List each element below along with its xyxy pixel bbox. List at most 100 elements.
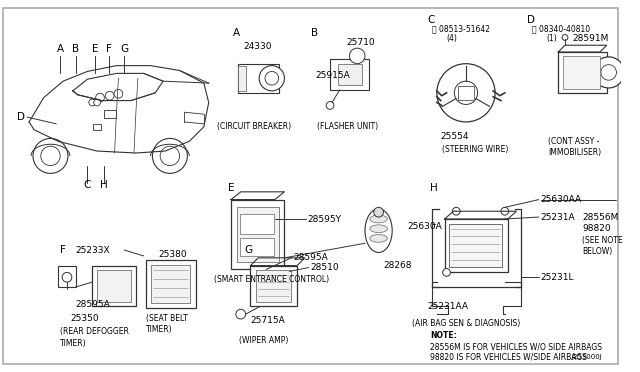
Text: D: D	[527, 15, 535, 25]
Text: B: B	[72, 44, 79, 54]
Bar	[558, 52, 607, 93]
Text: E: E	[228, 183, 235, 193]
Bar	[256, 270, 291, 302]
Bar	[238, 65, 246, 91]
Circle shape	[374, 207, 383, 217]
Circle shape	[454, 81, 477, 105]
Bar	[330, 59, 369, 90]
Bar	[445, 219, 508, 272]
Ellipse shape	[365, 209, 392, 253]
Text: Ⓢ 08340-40810: Ⓢ 08340-40810	[532, 24, 590, 33]
Text: 28595Y: 28595Y	[308, 215, 342, 224]
Circle shape	[236, 309, 246, 319]
Text: TIMER): TIMER)	[60, 339, 87, 348]
Text: 28556M IS FOR VEHICLES W/O SIDE AIRBAGS: 28556M IS FOR VEHICLES W/O SIDE AIRBAGS	[430, 343, 602, 352]
Bar	[92, 266, 136, 307]
Text: 25233X: 25233X	[76, 246, 110, 254]
Circle shape	[349, 48, 365, 64]
Bar	[58, 266, 76, 287]
Circle shape	[501, 207, 509, 215]
Text: 28268: 28268	[383, 261, 412, 270]
Text: 28510: 28510	[310, 263, 339, 272]
Text: 98820: 98820	[582, 224, 611, 233]
Bar	[146, 260, 196, 308]
Circle shape	[93, 99, 100, 106]
Text: 28595A: 28595A	[76, 300, 111, 309]
Text: (REAR DEFOGGER: (REAR DEFOGGER	[60, 327, 129, 336]
Bar	[97, 270, 131, 302]
Text: (STEERING WIRE): (STEERING WIRE)	[442, 145, 508, 154]
Bar	[104, 110, 116, 118]
Text: 24330: 24330	[243, 42, 271, 51]
Text: 25231L: 25231L	[541, 273, 574, 282]
Text: 98820 IS FOR VEHICLES W/SIDE AIRBAGS: 98820 IS FOR VEHICLES W/SIDE AIRBAGS	[430, 352, 587, 361]
Circle shape	[106, 92, 114, 100]
Text: 28591M: 28591M	[573, 34, 609, 43]
Text: (CONT ASSY -: (CONT ASSY -	[548, 137, 600, 146]
Bar	[93, 124, 101, 130]
Circle shape	[114, 89, 123, 98]
Text: D: D	[17, 112, 26, 122]
Bar	[458, 86, 474, 100]
Text: 25554: 25554	[440, 132, 468, 141]
Ellipse shape	[370, 215, 387, 223]
Text: TIMER): TIMER)	[146, 325, 172, 334]
Text: A: A	[234, 28, 241, 38]
Text: J253000J: J253000J	[571, 354, 602, 360]
Circle shape	[593, 57, 624, 88]
Circle shape	[562, 35, 568, 41]
Bar	[152, 264, 190, 304]
Text: BELOW): BELOW)	[582, 247, 612, 256]
Circle shape	[41, 146, 60, 166]
Text: (AIR BAG SEN & DIAGNOSIS): (AIR BAG SEN & DIAGNOSIS)	[412, 319, 520, 328]
Circle shape	[601, 65, 616, 80]
Text: F: F	[106, 44, 111, 54]
Text: G: G	[120, 44, 129, 54]
Text: 25231AA: 25231AA	[427, 302, 468, 311]
Text: 28556M: 28556M	[582, 212, 619, 222]
Circle shape	[452, 207, 460, 215]
Text: H: H	[430, 183, 438, 193]
Circle shape	[326, 102, 334, 109]
Circle shape	[160, 146, 180, 166]
Text: (SMART ENTRANCE CONTROL): (SMART ENTRANCE CONTROL)	[214, 275, 330, 284]
Bar	[240, 238, 274, 256]
Circle shape	[259, 65, 284, 91]
Text: A: A	[56, 44, 64, 54]
Ellipse shape	[370, 234, 387, 242]
Text: 25380: 25380	[158, 250, 187, 259]
Circle shape	[437, 64, 495, 122]
Bar	[338, 64, 362, 85]
Bar	[231, 200, 284, 269]
Bar	[238, 64, 278, 93]
Bar	[250, 266, 297, 307]
Text: 25231A: 25231A	[541, 212, 575, 222]
Circle shape	[443, 269, 451, 276]
Text: 25630A: 25630A	[408, 222, 442, 231]
Text: IMMOBILISER): IMMOBILISER)	[548, 148, 602, 157]
Text: (FLASHER UNIT): (FLASHER UNIT)	[317, 122, 378, 131]
Text: (SEE NOTE: (SEE NOTE	[582, 236, 623, 245]
Circle shape	[152, 138, 188, 173]
Text: 25350: 25350	[70, 314, 99, 323]
Text: (1): (1)	[547, 34, 557, 43]
Text: 25630AA: 25630AA	[541, 195, 582, 204]
Circle shape	[258, 266, 266, 273]
Text: NOTE:: NOTE:	[430, 331, 457, 340]
Bar	[240, 214, 274, 234]
Circle shape	[33, 138, 68, 173]
Text: 25915A: 25915A	[316, 71, 350, 80]
Circle shape	[265, 71, 278, 85]
Text: (CIRCUIT BREAKER): (CIRCUIT BREAKER)	[217, 122, 291, 131]
Circle shape	[62, 272, 72, 282]
Text: (4): (4)	[447, 34, 458, 43]
Text: 25715A: 25715A	[250, 317, 285, 326]
Text: F: F	[60, 245, 66, 255]
Text: B: B	[310, 28, 318, 38]
Circle shape	[95, 93, 104, 102]
Text: (SEAT BELT: (SEAT BELT	[146, 314, 188, 323]
Text: G: G	[244, 245, 253, 255]
Bar	[237, 207, 278, 262]
Circle shape	[89, 99, 95, 106]
Text: C: C	[427, 15, 435, 25]
